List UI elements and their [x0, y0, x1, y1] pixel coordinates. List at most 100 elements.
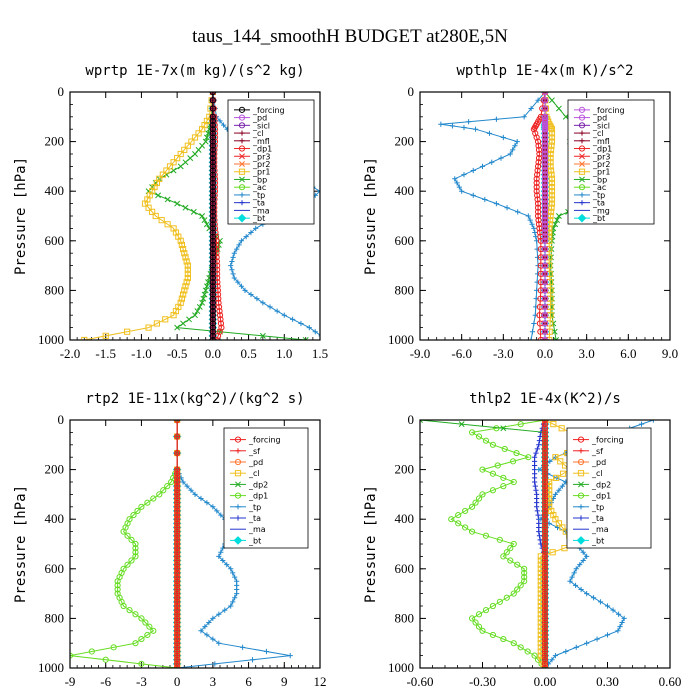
data-point: [209, 312, 216, 319]
data-point: [190, 208, 197, 215]
data-point: [177, 163, 184, 170]
data-point: [541, 511, 549, 519]
y-axis-label: Pressure [hPa]: [363, 157, 379, 275]
data-point: [174, 540, 181, 548]
x-tick-label: 0: [174, 674, 181, 689]
data-point: [541, 233, 549, 240]
data-point: [591, 595, 597, 601]
data-point: [534, 208, 542, 215]
panel-title: thlp2 1E-4x(K^2)/s: [469, 391, 621, 407]
data-point: [489, 159, 495, 165]
data-point: [521, 565, 528, 572]
y-axis-label: Pressure [hPa]: [363, 485, 379, 603]
plot-frame: [419, 91, 671, 341]
data-point: [181, 250, 188, 257]
data-point: [541, 179, 549, 187]
data-point: [132, 640, 139, 647]
legend-marker: [235, 504, 241, 510]
data-point: [216, 307, 223, 315]
data-point: [530, 126, 537, 133]
data-point: [209, 121, 216, 129]
data-point: [580, 549, 586, 555]
data-point: [489, 487, 497, 494]
data-point: [536, 533, 543, 539]
chart-panel-2: wpthlp 1E-4x(m K)/s^2 Pressure [hPa] -9.0 -…: [363, 63, 678, 361]
data-point: [170, 159, 177, 166]
data-point: [209, 254, 216, 261]
data-point: [548, 171, 555, 178]
data-point: [224, 562, 230, 568]
data-point: [174, 664, 181, 668]
data-point: [234, 246, 240, 252]
data-point: [541, 212, 549, 220]
data-point: [507, 151, 513, 157]
data-point: [541, 200, 549, 207]
data-point: [174, 449, 181, 457]
data-point: [312, 329, 318, 335]
data-point: [541, 553, 549, 560]
series-group: [438, 92, 648, 340]
data-point: [572, 582, 579, 588]
y-tick-label: 200: [395, 462, 415, 477]
legend-marker: [235, 515, 241, 521]
data-point: [209, 117, 216, 125]
data-point: [215, 303, 223, 311]
data-point: [541, 163, 549, 170]
data-point: [569, 574, 575, 580]
data-point: [174, 491, 181, 498]
legend-entry: _bp: [592, 175, 607, 184]
data-point: [281, 312, 287, 318]
x-tick-label: 6.0: [620, 346, 636, 361]
data-point: [160, 487, 167, 494]
data-point: [541, 499, 549, 506]
data-point: [462, 524, 469, 531]
legend-marker: [238, 122, 246, 129]
data-point: [174, 569, 181, 577]
data-point: [209, 245, 216, 253]
data-point: [533, 179, 540, 187]
legend-marker: [578, 145, 586, 152]
legend-entry: _bt: [591, 536, 604, 545]
data-point: [504, 205, 510, 211]
data-point: [527, 217, 533, 223]
data-point: [174, 524, 181, 531]
data-point: [150, 627, 157, 634]
data-point: [232, 595, 238, 601]
data-point: [547, 146, 555, 153]
data-point: [209, 192, 216, 199]
data-point: [534, 192, 541, 199]
data-point: [209, 307, 216, 315]
legend-marker: [578, 504, 584, 510]
data-point: [325, 337, 330, 342]
data-point: [541, 483, 549, 490]
data-point: [216, 312, 224, 319]
data-point: [174, 545, 181, 552]
data-point: [209, 221, 216, 228]
data-point: [188, 138, 195, 145]
data-point: [210, 615, 216, 621]
data-point: [541, 196, 549, 203]
data-point: [541, 328, 549, 335]
data-point: [209, 332, 216, 339]
data-point: [555, 520, 562, 527]
data-point: [145, 324, 152, 331]
data-point: [541, 590, 549, 597]
data-point: [209, 266, 216, 273]
data-point: [541, 425, 549, 432]
data-point: [548, 97, 555, 104]
legend-entry: _pr1: [592, 168, 610, 177]
data-point: [248, 291, 254, 298]
data-point: [535, 142, 542, 149]
data-point: [584, 640, 590, 646]
data-point: [132, 540, 139, 548]
data-point: [500, 134, 506, 141]
legend-marker: [233, 536, 243, 545]
data-point: [209, 250, 216, 257]
legend-marker: [577, 436, 585, 443]
data-point: [500, 553, 507, 560]
data-point: [541, 458, 549, 465]
x-tick-label: 0.00: [534, 674, 557, 689]
data-point: [174, 433, 181, 440]
legend-marker: [235, 448, 241, 454]
